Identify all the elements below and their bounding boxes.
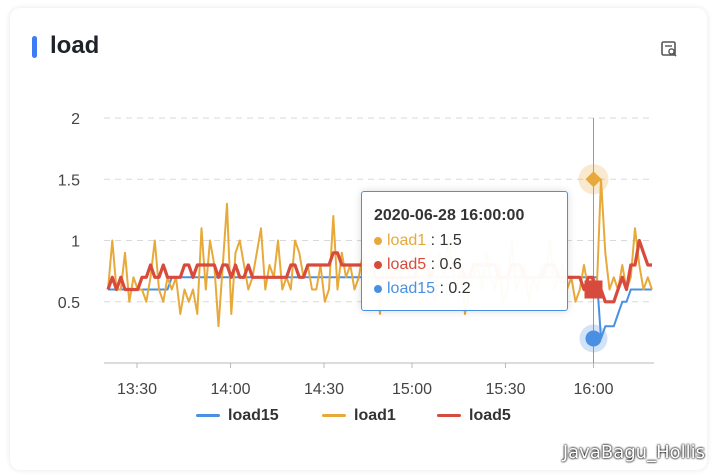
legend-swatch [437,414,461,418]
legend-item-load15[interactable]: load15 [196,407,279,425]
y-tick-label: 1.5 [58,172,80,189]
tooltip-value: 0.6 [439,256,462,273]
title-accent-bar [32,36,37,58]
x-tick-label: 14:00 [210,381,250,398]
load5-dot-icon [374,260,382,269]
x-tick-label: 13:30 [117,381,157,398]
tooltip-date: 2020-06-28 16:00:00 [374,207,525,224]
legend-label: load1 [354,407,396,424]
tooltip-series-name: load15 [387,280,436,297]
load15-hover-marker [585,330,602,347]
legend-item-load1[interactable]: load1 [322,407,396,425]
tooltip-value: 0.2 [448,280,471,297]
y-tick-label: 2 [71,111,80,128]
watermark: JavaBagu_Hollis [562,442,705,463]
x-tick-label: 14:30 [304,381,344,398]
tooltip-series-name: load5 [387,256,427,273]
tooltip-row-load15: load15 : 0.2 [374,280,471,298]
legend-label: load15 [228,407,279,424]
load5-hover-marker [584,280,603,299]
chart-card [10,8,707,470]
tooltip-series-name: load1 [387,232,427,249]
x-tick-label: 15:30 [485,381,525,398]
load1-dot-icon [374,236,382,245]
tooltip-row-load5: load5 : 0.6 [374,256,462,274]
load1-hover-marker [585,171,602,188]
x-tick-label: 16:00 [573,381,613,398]
y-tick-label: 1 [71,234,80,251]
legend-swatch [322,414,346,418]
tooltip-row-load1: load1 : 1.5 [374,232,462,250]
legend-label: load5 [469,407,511,424]
chart-title: load [50,32,100,59]
legend-swatch [196,414,220,418]
export-data-icon[interactable] [660,40,678,58]
tooltip-value: 1.5 [439,232,462,249]
x-tick-label: 15:00 [392,381,432,398]
tooltip: 2020-06-28 16:00:00 load1 : 1.5 load5 : … [361,191,568,311]
load15-dot-icon [374,284,382,293]
y-tick-label: 0.5 [58,295,80,312]
legend-item-load5[interactable]: load5 [437,407,511,425]
